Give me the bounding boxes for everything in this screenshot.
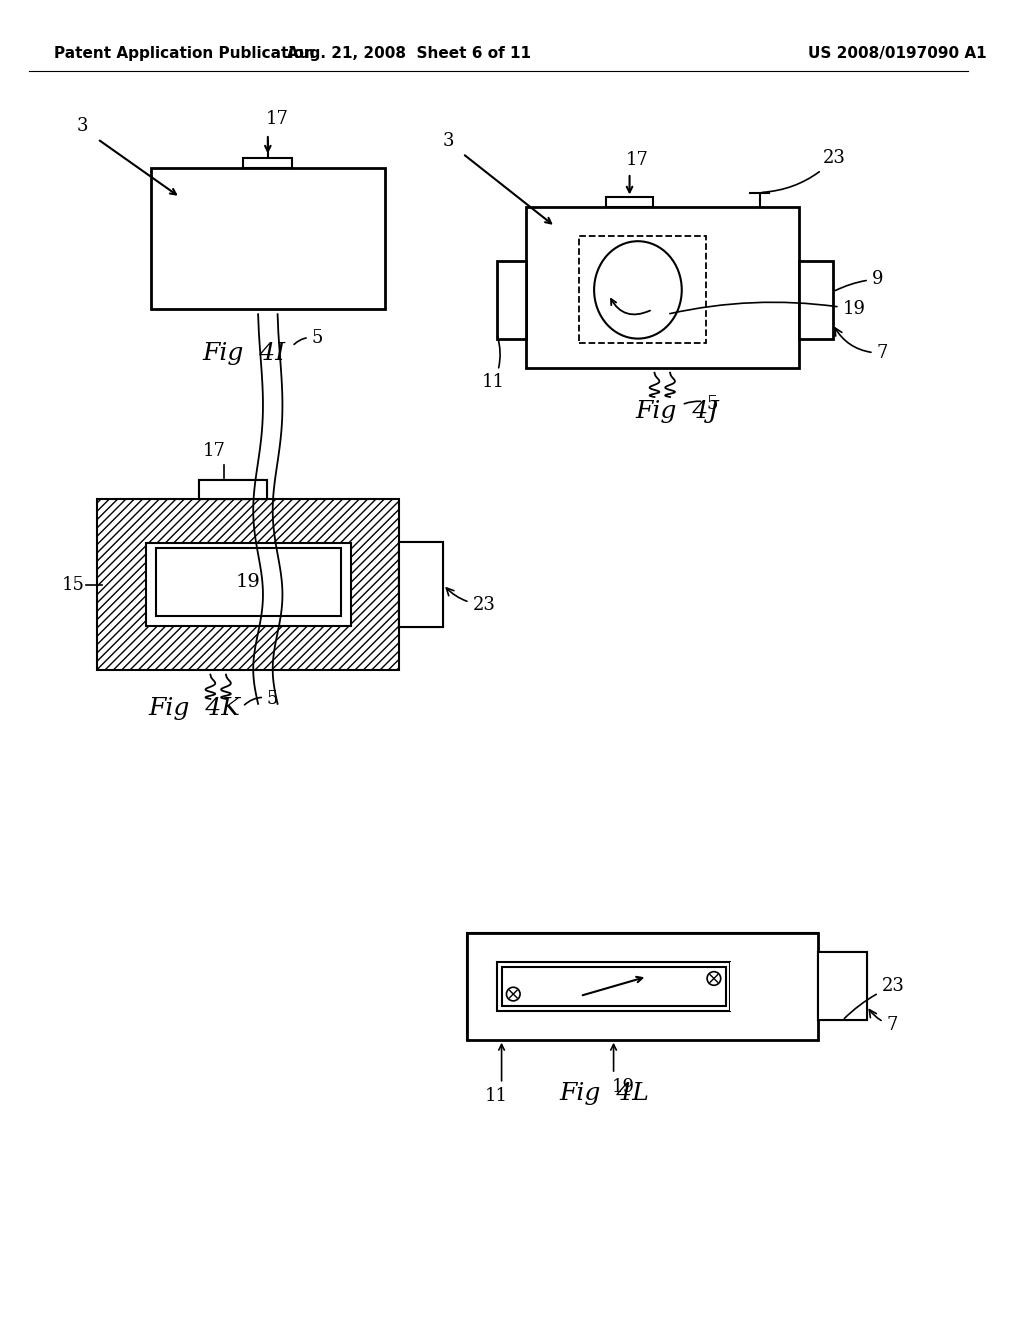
Bar (818, 952, 866, 1020)
Bar (497, 962, 730, 1011)
Bar (799, 260, 833, 339)
Text: 5: 5 (294, 330, 323, 347)
Bar (823, 966, 862, 1007)
Bar (146, 543, 350, 626)
Bar (468, 933, 818, 1040)
Text: 17: 17 (203, 442, 225, 459)
Text: 7: 7 (869, 1010, 898, 1034)
Bar (97, 499, 399, 669)
Bar (818, 952, 866, 1020)
Text: 7: 7 (835, 327, 888, 362)
Text: 3: 3 (77, 117, 88, 135)
Bar (606, 198, 653, 207)
Text: 11: 11 (482, 337, 505, 391)
Text: Patent Application Publication: Patent Application Publication (53, 46, 314, 61)
Text: 5: 5 (684, 395, 718, 413)
Text: 17: 17 (266, 111, 289, 128)
Text: 23: 23 (763, 149, 846, 193)
Bar (730, 962, 788, 1011)
Text: 17: 17 (626, 152, 649, 169)
Text: 11: 11 (485, 1088, 508, 1105)
Bar (399, 543, 443, 627)
Bar (244, 158, 292, 168)
Ellipse shape (594, 242, 682, 339)
Circle shape (708, 972, 721, 985)
Bar (526, 207, 799, 368)
Text: US 2008/0197090 A1: US 2008/0197090 A1 (808, 46, 987, 61)
Text: Fig  4L: Fig 4L (559, 1082, 649, 1105)
Text: 23: 23 (446, 587, 496, 614)
Text: Fig  4J: Fig 4J (635, 400, 719, 424)
Text: 15: 15 (61, 576, 85, 594)
Bar (200, 480, 267, 499)
Text: 19: 19 (236, 573, 261, 591)
Bar (502, 966, 726, 1006)
Bar (156, 548, 341, 616)
Text: 3: 3 (442, 132, 454, 150)
Circle shape (507, 987, 520, 1001)
Text: 9: 9 (836, 271, 883, 290)
Bar (580, 236, 707, 343)
Text: 19: 19 (611, 1077, 635, 1096)
Text: 19: 19 (670, 300, 865, 318)
Bar (404, 564, 438, 606)
Bar (200, 480, 267, 499)
Bar (399, 543, 443, 627)
Bar (468, 933, 818, 1040)
Text: 23: 23 (845, 977, 904, 1019)
Bar (497, 260, 526, 339)
Bar (151, 168, 385, 309)
Text: Aug. 21, 2008  Sheet 6 of 11: Aug. 21, 2008 Sheet 6 of 11 (287, 46, 531, 61)
Text: 5: 5 (245, 690, 279, 708)
Text: Fig  4I: Fig 4I (202, 342, 285, 364)
Text: Fig  4K: Fig 4K (148, 697, 241, 721)
